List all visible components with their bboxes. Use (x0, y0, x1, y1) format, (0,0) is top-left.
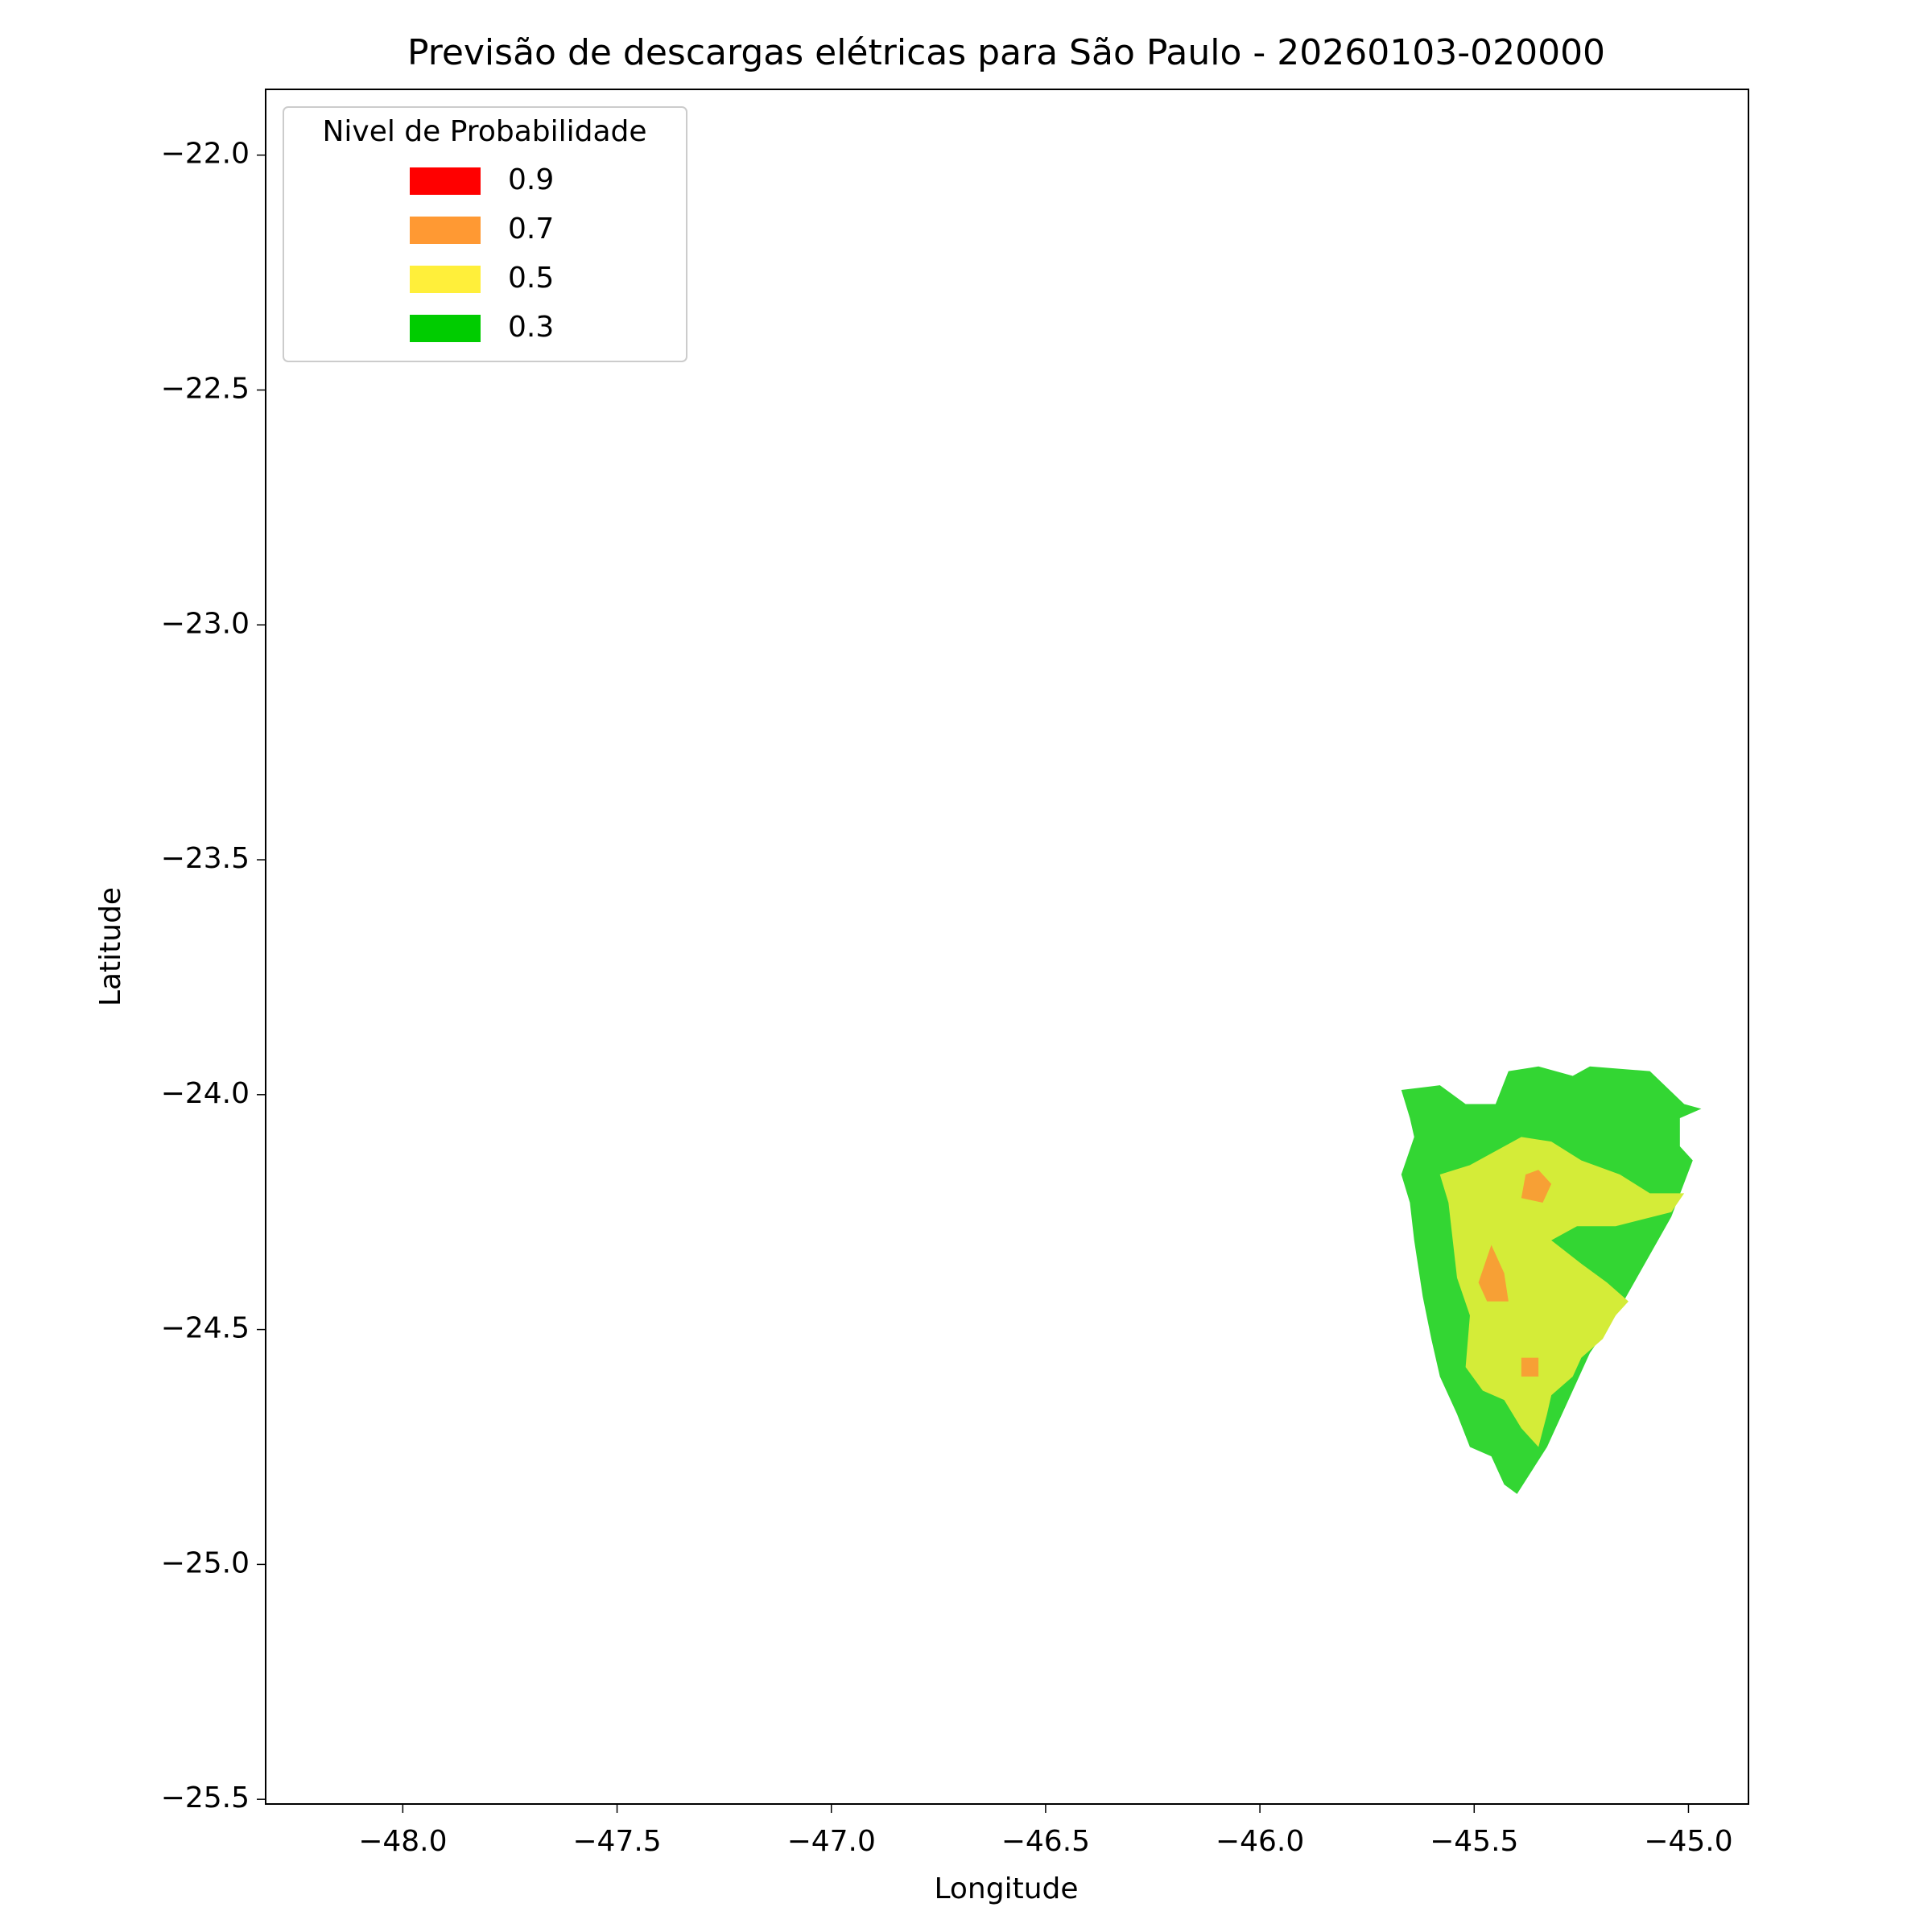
y-tick-label: −23.5 (161, 842, 250, 875)
probability-region (1478, 1245, 1509, 1302)
y-tick-label: −23.0 (161, 607, 250, 640)
y-tick-label: −25.0 (161, 1546, 250, 1579)
y-tick-label: −24.5 (161, 1312, 250, 1345)
y-axis-label: Latitude (94, 887, 127, 1006)
x-tick-label: −45.0 (1644, 1825, 1732, 1858)
y-tick-label: −22.0 (161, 138, 250, 171)
chart-title: Previsão de descargas elétricas para São… (407, 32, 1605, 73)
probability-region (1521, 1357, 1539, 1377)
legend-swatch (410, 315, 481, 342)
legend-label: 0.9 (508, 163, 554, 196)
legend-label: 0.3 (508, 311, 554, 344)
legend-label: 0.5 (508, 262, 554, 295)
x-tick-label: −46.5 (1001, 1825, 1090, 1858)
legend-box (283, 106, 687, 362)
legend-label: 0.7 (508, 213, 554, 246)
probability-region (1521, 1170, 1552, 1203)
x-tick-label: −45.5 (1430, 1825, 1518, 1858)
x-tick-label: −47.5 (572, 1825, 661, 1858)
plot-frame (265, 89, 1749, 1805)
x-tick-label: −46.0 (1216, 1825, 1304, 1858)
legend-title: Nivel de Probabilidade (322, 115, 646, 148)
legend-swatch (410, 266, 481, 293)
x-axis-label: Longitude (934, 1872, 1078, 1905)
legend-swatch (410, 167, 481, 195)
probability-region (1439, 1137, 1685, 1447)
y-tick-label: −25.5 (161, 1781, 250, 1814)
y-tick-label: −24.0 (161, 1077, 250, 1110)
x-tick-label: −47.0 (787, 1825, 876, 1858)
legend-swatch (410, 217, 481, 244)
y-tick-label: −22.5 (161, 372, 250, 405)
x-tick-label: −48.0 (358, 1825, 447, 1858)
